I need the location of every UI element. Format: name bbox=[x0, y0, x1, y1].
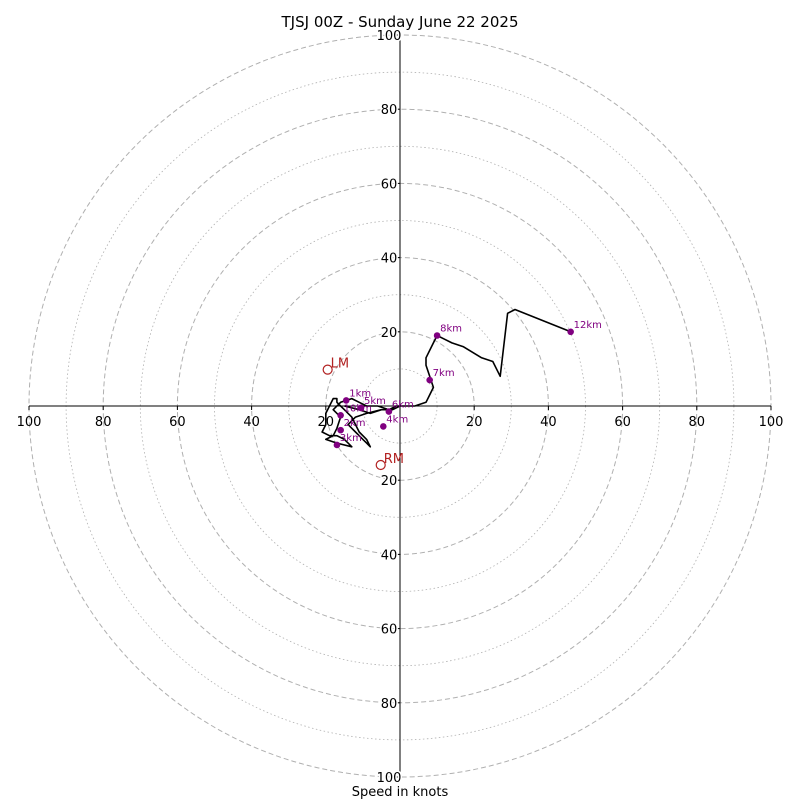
y-tick-label: 100 bbox=[377, 29, 402, 44]
km-label-3km: 3km bbox=[340, 433, 362, 444]
trace-layer bbox=[321, 308, 571, 448]
x-tick-label: 100 bbox=[17, 415, 42, 430]
km-point-5km bbox=[357, 404, 365, 412]
km-label-4km: 4km bbox=[386, 414, 408, 425]
x-tick-label: 40 bbox=[243, 415, 260, 430]
x-tick-label: 60 bbox=[169, 415, 186, 430]
x-axis-label: Speed in knots bbox=[352, 785, 449, 800]
x-tick-label: 100 bbox=[759, 415, 784, 430]
chart-title: TJSJ 00Z - Sunday June 22 2025 bbox=[281, 13, 519, 31]
km-label-6km: 6km bbox=[392, 400, 414, 411]
y-tick-label: 20 bbox=[381, 326, 398, 341]
km-label-5km: 5km bbox=[364, 396, 386, 407]
y-tick-label: 60 bbox=[381, 623, 398, 638]
km-point-3km bbox=[333, 441, 341, 449]
y-tick-label: 20 bbox=[381, 474, 398, 489]
storm-motion-lm bbox=[322, 364, 333, 375]
storm-motion-rm bbox=[375, 459, 386, 471]
km-point-6km bbox=[385, 408, 393, 415]
km-point-1km bbox=[342, 397, 350, 404]
km-point-7km bbox=[426, 376, 433, 384]
storm-label-lm: LM bbox=[331, 357, 349, 372]
km-label-10km: 10km bbox=[344, 403, 372, 414]
y-tick-label: 100 bbox=[377, 771, 402, 786]
km-label-8km: 8km bbox=[440, 324, 462, 335]
x-tick-label: 40 bbox=[540, 415, 557, 430]
x-tick-label: 80 bbox=[689, 415, 706, 430]
storm-label-rm: RM bbox=[384, 452, 404, 467]
km-point-2km bbox=[337, 426, 344, 434]
km-point-12km bbox=[567, 328, 574, 336]
x-tick-label: 20 bbox=[466, 415, 483, 430]
km-label-2km: 2km bbox=[344, 418, 366, 429]
wind-trace-line bbox=[321, 308, 571, 448]
km-point-8km bbox=[433, 332, 441, 339]
km-point-10km bbox=[337, 411, 344, 419]
km-label-12km: 12km bbox=[574, 320, 602, 331]
km-label-1km: 1km bbox=[349, 388, 371, 399]
y-tick-label: 80 bbox=[381, 697, 398, 712]
ticks-layer: 100 80 60 40 20 20 40 60 80 100100806040202040608… bbox=[17, 28, 784, 788]
x-tick-label: 60 bbox=[614, 415, 631, 430]
storm-layer: LM RM bbox=[322, 357, 404, 471]
y-tick-label: 80 bbox=[381, 103, 398, 118]
km-point-4km bbox=[380, 423, 387, 430]
x-tick-label: 80 bbox=[95, 415, 112, 430]
y-tick-label: 60 bbox=[381, 177, 398, 192]
y-tick-label: 40 bbox=[381, 548, 398, 563]
km-label-7km: 7km bbox=[433, 368, 455, 379]
y-tick-label: 40 bbox=[381, 252, 398, 267]
